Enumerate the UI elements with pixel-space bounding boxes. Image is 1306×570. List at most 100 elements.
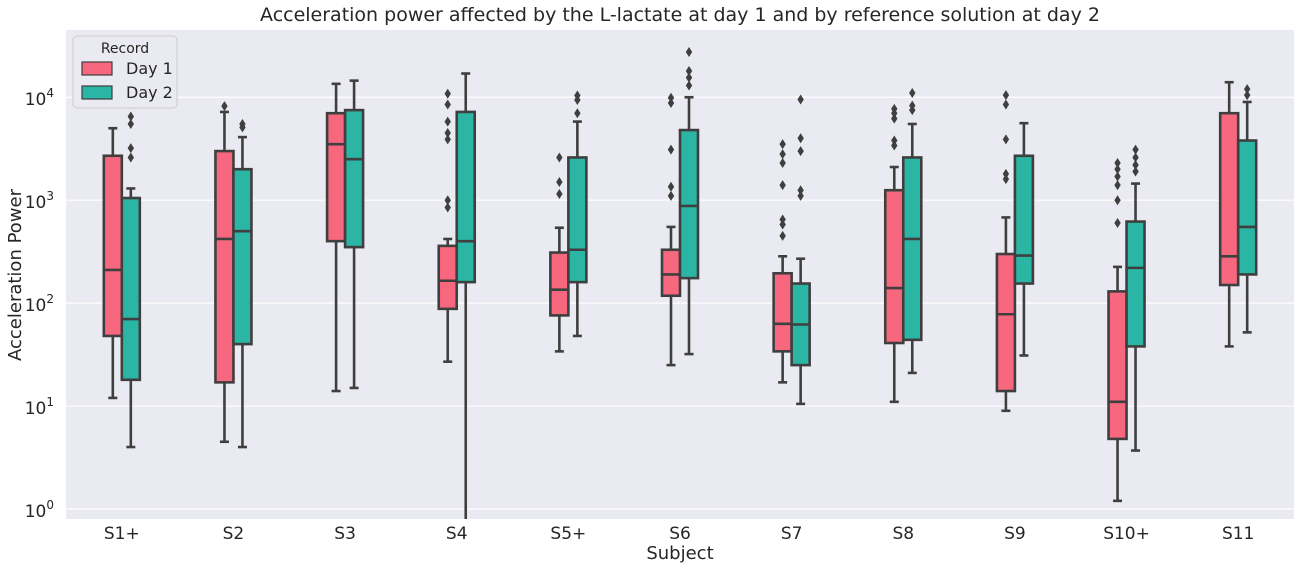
box-S11-day-1 [1218,80,1240,348]
outlier-point [556,152,563,163]
box-iqr [1013,154,1035,285]
outlier-point [444,202,451,213]
x-tick-label: S2 [223,524,245,544]
box-S11-day-2 [1236,84,1258,334]
outlier-point [1002,99,1010,110]
outlier-point [779,157,786,168]
outlier-point [574,108,581,119]
box-iqr [678,128,700,280]
outlier-point [1243,90,1251,101]
outlier-point [667,144,675,155]
outlier-point [444,88,451,99]
x-tick-label: S9 [1004,524,1026,544]
box-S9-day-2 [1013,121,1035,357]
box-iqr [549,251,570,317]
outlier-point [127,111,135,122]
outlier-point [797,133,804,144]
box-iqr [120,196,142,382]
outlier-point [685,72,693,83]
outlier-point [797,185,804,196]
box-S3-day-2 [343,79,365,390]
box-iqr [995,252,1017,393]
x-tick-label: S7 [781,524,803,544]
outlier-point [779,180,786,191]
x-tick-label: S10+ [1103,524,1150,544]
box-S4-day-1 [437,88,459,363]
outlier-point [127,118,135,129]
legend: Record Day 1 Day 2 [72,35,178,109]
box-iqr [455,110,477,284]
x-tick-label: S1+ [104,524,140,544]
outlier-point [1002,90,1010,101]
outlier-point [667,190,675,201]
outlier-point [667,92,675,103]
outlier-point [909,87,916,98]
box-iqr [1236,139,1258,276]
outlier-point [1114,195,1121,206]
outlier-point [444,195,451,206]
x-tick-labels: S1+ S2 S3 S4 S5+ S6 S7 S8 S9 S10+ S11 [104,524,1255,544]
legend-swatch-day-2 [81,85,113,100]
box-S6-day-2 [678,47,700,356]
outlier-point [1114,218,1121,229]
box-S6-day-1 [660,92,682,367]
outlier-point [685,47,693,58]
chart-title: Acceleration power affected by the L-lac… [260,4,1100,26]
box-S9-day-1 [995,90,1017,413]
box-iqr [437,244,459,311]
outlier-point [891,113,898,124]
box-S8-day-2 [901,87,923,375]
legend-label-day-1: Day 1 [126,59,173,78]
outlier-point [1114,171,1121,182]
box-S10+-day-2 [1125,144,1146,452]
box-S2-day-2 [232,118,253,449]
outlier-point [1114,164,1121,175]
outlier-point [779,149,786,160]
outlier-point [574,90,581,101]
box-iqr [1107,290,1128,441]
outlier-point [779,230,786,241]
box-S8-day-1 [883,103,905,404]
outlier-point [127,143,135,154]
outlier-point [1243,84,1251,95]
x-tick-label: S8 [892,524,914,544]
outlier-point [1132,159,1139,170]
box-S10+-day-1 [1107,157,1128,503]
legend-swatch-day-1 [81,61,113,76]
outlier-point [891,103,898,114]
x-tick-label: S4 [446,524,468,544]
box-iqr [325,111,347,243]
box-S7-day-1 [772,139,793,384]
outlier-point [1002,134,1010,145]
box-iqr [232,167,253,346]
outlier-point [685,80,693,91]
box-iqr [343,108,365,249]
outlier-point [444,99,451,110]
box-S5+-day-2 [567,90,588,338]
x-tick-label: S11 [1222,524,1254,544]
outlier-point [239,118,246,129]
outlier-point [1114,157,1121,168]
outlier-point [1132,152,1139,163]
box-plots [102,47,1258,519]
box-S1+-day-2 [120,111,142,449]
box-iqr [567,156,588,284]
outlier-point [556,188,563,199]
box-iqr [102,154,124,338]
box-S7-day-2 [790,94,811,406]
y-tick-label: 102 [25,292,54,316]
outlier-point [797,94,804,105]
box-iqr [772,271,793,353]
x-tick-label: S6 [669,524,691,544]
box-iqr [660,248,682,298]
outlier-point [1002,174,1010,185]
x-tick-label: S3 [334,524,356,544]
y-tick-label: 100 [25,498,54,522]
outlier-point [797,146,804,157]
legend-label-day-2: Day 2 [126,83,173,102]
box-S4-day-2 [455,72,477,519]
outlier-point [1132,144,1139,155]
y-tick-labels: 100 101 102 103 104 [25,86,54,522]
y-tick-label: 104 [25,86,54,110]
